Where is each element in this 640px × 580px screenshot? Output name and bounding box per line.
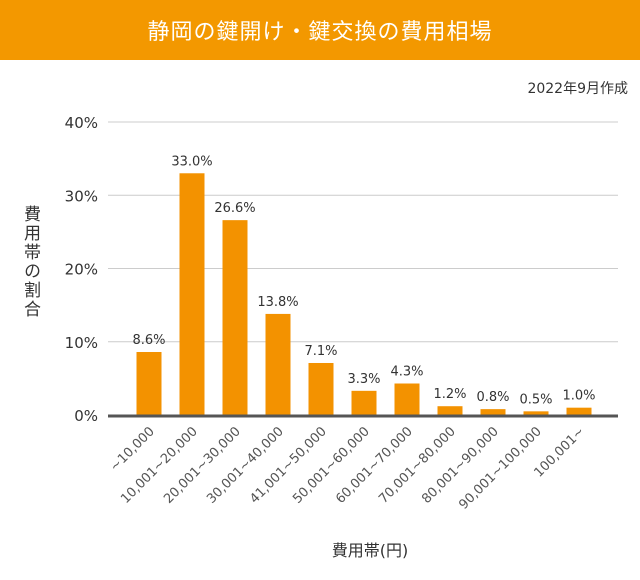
x-tick-label: 41,001~50,000 [247, 424, 330, 507]
bar [308, 362, 334, 415]
bar [136, 352, 162, 415]
data-label: 1.2% [433, 387, 466, 402]
bar [523, 411, 549, 415]
y-tick-label: 40% [65, 114, 98, 132]
x-tick-label: 90,001~100,000 [456, 424, 544, 512]
data-label: 3.3% [347, 372, 380, 387]
bar [437, 406, 463, 415]
bar [222, 220, 248, 415]
data-label: 7.1% [304, 344, 337, 359]
x-tick-label: 70,001~80,000 [376, 424, 459, 507]
data-label: 1.0% [562, 389, 595, 404]
data-label: 8.6% [132, 333, 165, 348]
x-tick-label: 80,001~90,000 [419, 424, 502, 507]
x-tick-label: 20,001~30,000 [161, 424, 244, 507]
data-label: 4.3% [390, 365, 423, 380]
x-tick-label: 30,001~40,000 [204, 424, 287, 507]
bar [265, 313, 291, 415]
data-label: 0.5% [519, 392, 552, 407]
y-tick-label: 0% [74, 407, 98, 425]
data-label: 13.8% [257, 295, 298, 310]
y-tick-label: 20% [65, 261, 98, 279]
y-axis-label: 費用帯の割合 [20, 205, 41, 319]
y-tick-label: 10% [65, 334, 98, 352]
bar [480, 409, 506, 415]
y-tick-label: 30% [65, 187, 98, 205]
date-note: 2022年9月作成 [527, 81, 628, 97]
x-axis-label: 費用帯(円) [332, 541, 409, 560]
x-tick-label: 50,001~60,000 [290, 424, 373, 507]
bar [351, 390, 377, 415]
data-label: 33.0% [171, 154, 212, 169]
bar [566, 407, 592, 415]
x-tick-label: 60,001~70,000 [333, 424, 416, 507]
data-label: 0.8% [476, 390, 509, 405]
x-tick-label: 10,001~20,000 [118, 424, 201, 507]
data-label: 26.6% [214, 201, 255, 216]
chart-title: 静岡の鍵開け・鍵交換の費用相場 [0, 0, 640, 60]
bar [394, 383, 420, 415]
bar [179, 173, 205, 415]
